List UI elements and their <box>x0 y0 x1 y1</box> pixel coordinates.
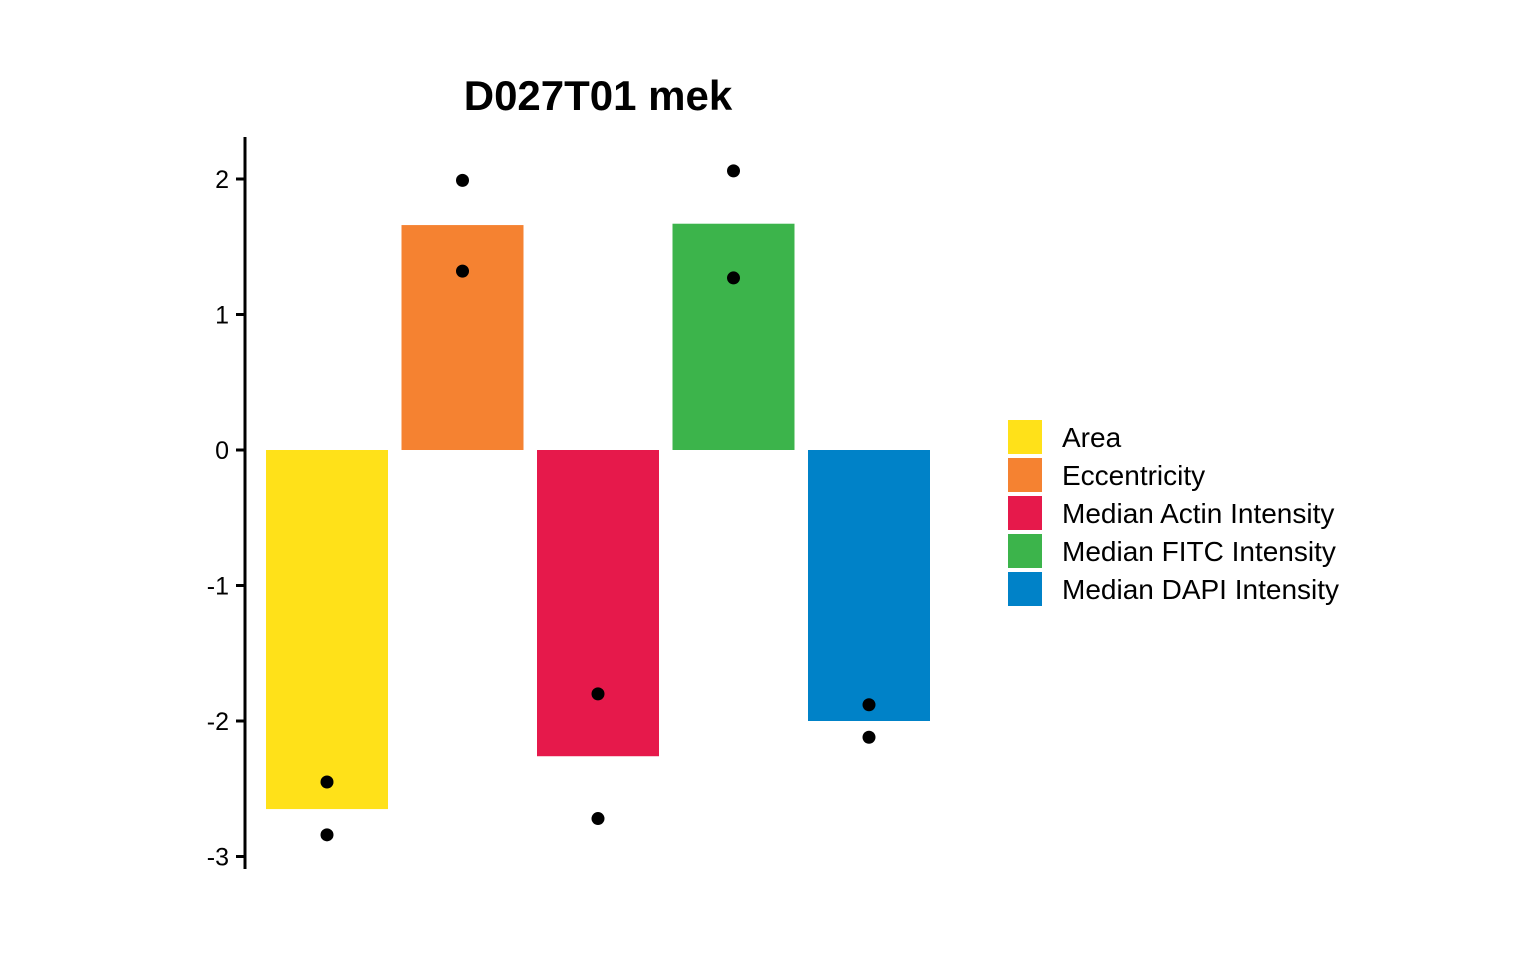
data-point <box>862 730 876 744</box>
bar-1 <box>266 450 388 810</box>
data-point <box>727 164 740 178</box>
data-point <box>591 812 605 826</box>
y-tick-label: -1 <box>207 573 229 601</box>
bar-2 <box>401 225 524 450</box>
bar-3 <box>537 450 659 757</box>
legend-label: Median Actin Intensity <box>1062 498 1334 529</box>
legend-swatch <box>1008 458 1042 492</box>
data-point <box>591 687 605 701</box>
bar-4 <box>672 223 795 450</box>
legend: Area Eccentricity Median Actin Intensity Me… <box>1008 420 1339 606</box>
legend-label: Median FITC Intensity <box>1062 536 1336 567</box>
data-point <box>320 775 334 789</box>
legend-swatch <box>1008 534 1042 568</box>
chart-title: D027T01 mek <box>464 72 733 119</box>
bars-layer <box>266 223 930 810</box>
legend-swatch <box>1008 496 1042 530</box>
data-point <box>320 828 334 842</box>
y-tick-label: -3 <box>207 844 229 872</box>
y-tick-label: 2 <box>215 166 229 194</box>
bar-5 <box>808 450 930 721</box>
y-axis: 2 1 0 -1 -2 -3 <box>207 137 247 872</box>
points-layer <box>320 164 876 842</box>
y-tick-label: -2 <box>207 708 229 736</box>
data-point <box>862 698 876 712</box>
legend-label: Median DAPI Intensity <box>1062 574 1339 605</box>
legend-swatch <box>1008 572 1042 606</box>
data-point <box>456 264 469 278</box>
data-point <box>727 271 740 285</box>
legend-swatch <box>1008 420 1042 454</box>
legend-label: Area <box>1062 422 1122 453</box>
legend-label: Eccentricity <box>1062 460 1205 491</box>
y-tick-label: 1 <box>215 302 229 330</box>
data-point <box>456 173 469 187</box>
y-tick-label: 0 <box>215 437 229 465</box>
